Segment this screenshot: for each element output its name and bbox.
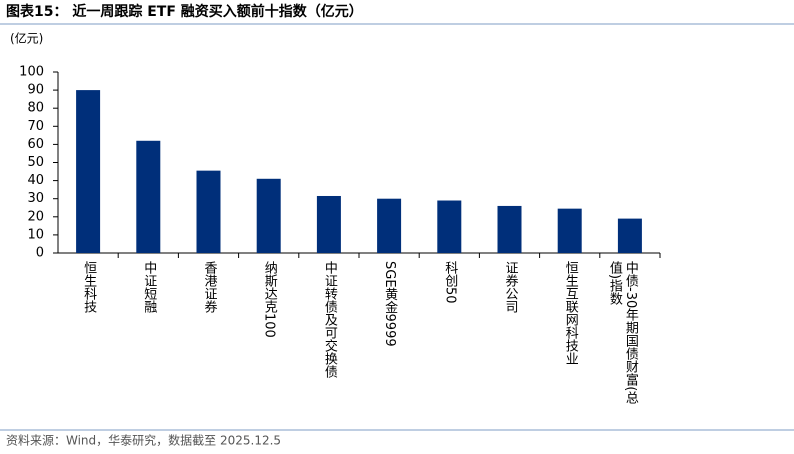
y-tick-label: 0 bbox=[36, 246, 44, 261]
bar bbox=[377, 198, 402, 253]
y-tick-label: 70 bbox=[27, 119, 44, 134]
bar bbox=[316, 195, 341, 253]
chart-title: 图表15： 近一周跟踪 ETF 融资买入额前十指数（亿元） bbox=[6, 3, 363, 20]
x-tick-label: 中债-30年期国债财富(总值)指数 bbox=[606, 261, 638, 405]
source: 资料来源：Wind，华泰研究，数据截至 2025.12.5 bbox=[6, 433, 281, 448]
bar bbox=[76, 90, 101, 253]
bar bbox=[497, 205, 522, 253]
y-tick-label: 90 bbox=[27, 83, 44, 98]
y-tick-label: 20 bbox=[27, 209, 44, 224]
x-tick-label: 纳斯达克100 bbox=[261, 261, 277, 338]
x-tick-label: 香港证券 bbox=[201, 261, 217, 313]
y-tick-label: 50 bbox=[27, 155, 44, 170]
bar bbox=[196, 170, 221, 253]
y-tick-label: 10 bbox=[27, 227, 44, 242]
bar bbox=[617, 218, 642, 253]
y-tick-label: 100 bbox=[19, 65, 44, 80]
y-tick-label: 60 bbox=[27, 137, 44, 152]
x-tick-label: 证券公司 bbox=[502, 261, 518, 313]
x-tick-label: 中证短融 bbox=[141, 261, 157, 313]
y-axis-label: (亿元) bbox=[10, 31, 43, 46]
x-tick-label: 科创50 bbox=[442, 261, 458, 304]
x-tick-label: 恒生互联网科技业 bbox=[562, 261, 578, 365]
x-tick-label: SGE黄金9999 bbox=[382, 261, 398, 347]
y-tick-label: 30 bbox=[27, 191, 44, 206]
bar bbox=[437, 200, 462, 253]
bar bbox=[256, 178, 281, 253]
bar bbox=[136, 140, 161, 253]
x-tick-label: 中证转债及可交换债 bbox=[321, 261, 337, 378]
x-tick-label: 恒生科技 bbox=[81, 261, 97, 313]
y-tick-label: 80 bbox=[27, 101, 44, 116]
y-tick-label: 40 bbox=[27, 173, 44, 188]
bar bbox=[557, 208, 582, 253]
